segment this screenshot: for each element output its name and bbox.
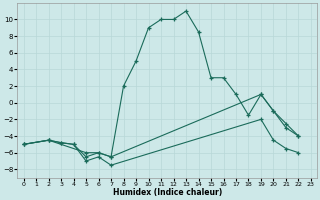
X-axis label: Humidex (Indice chaleur): Humidex (Indice chaleur) — [113, 188, 222, 197]
